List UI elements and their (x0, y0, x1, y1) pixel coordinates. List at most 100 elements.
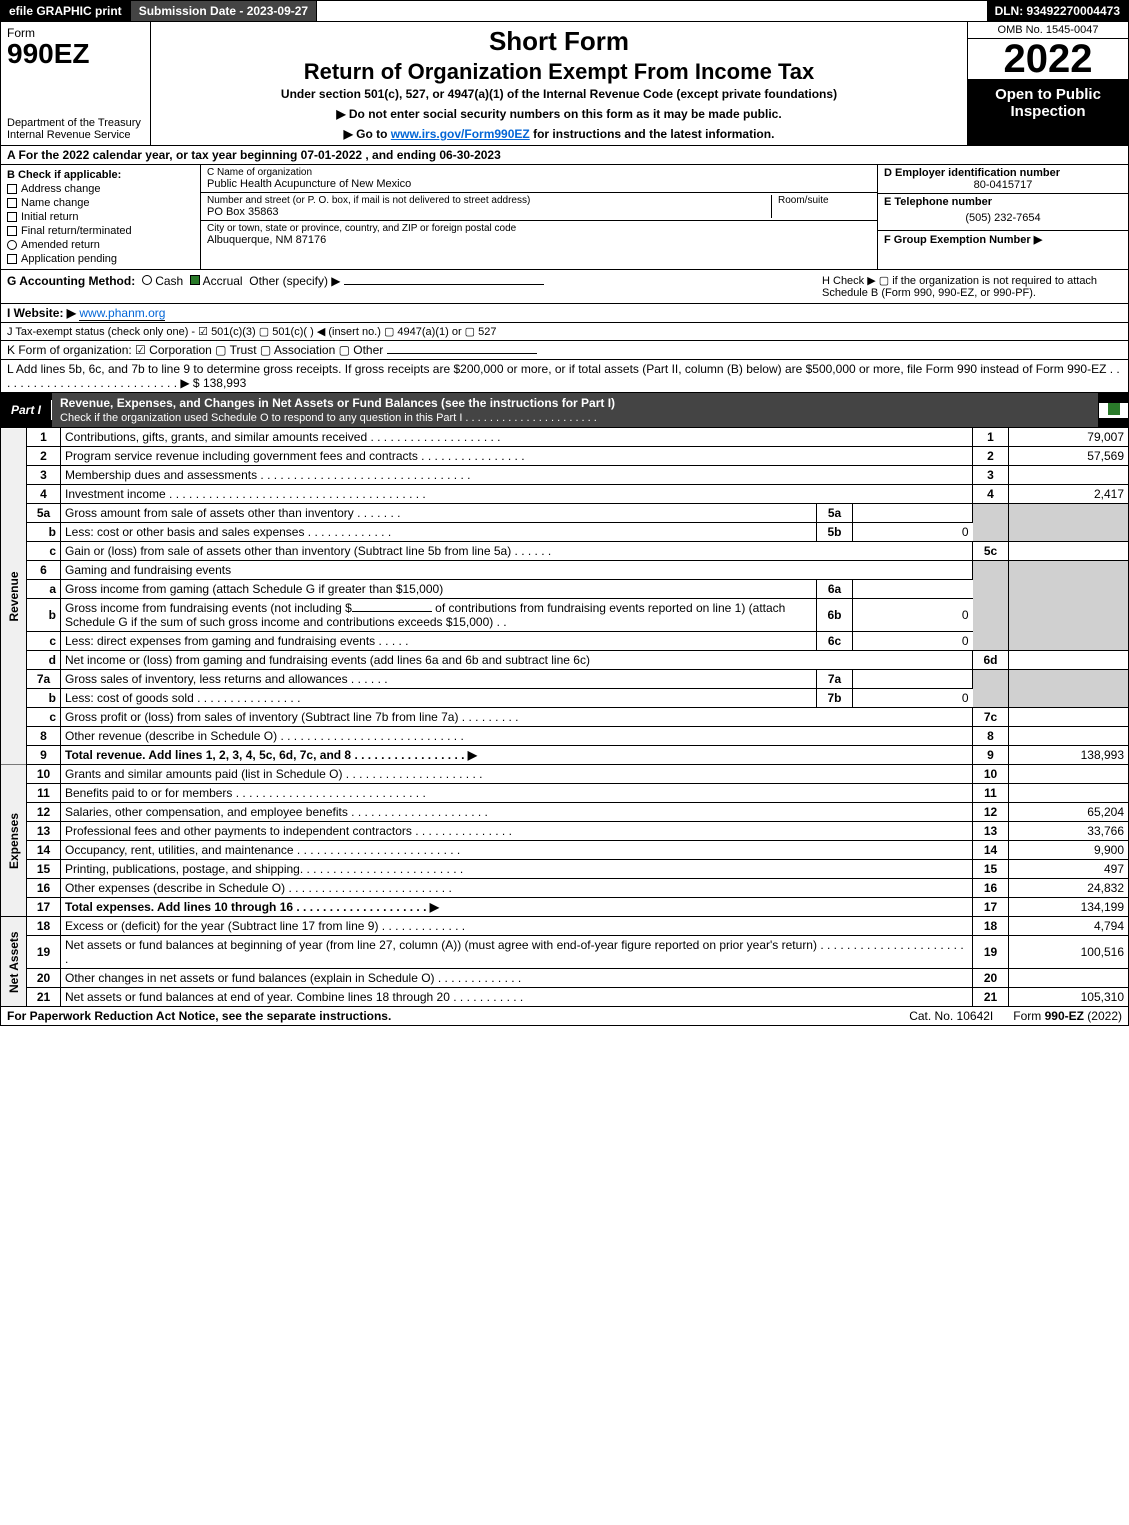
table-row: Expenses 10Grants and similar amounts pa… (1, 765, 1129, 784)
header-block-bcd: B Check if applicable: Address change Na… (0, 165, 1129, 270)
header-center: Short Form Return of Organization Exempt… (151, 22, 968, 145)
table-row: 5aGross amount from sale of assets other… (1, 504, 1129, 523)
table-row: 20Other changes in net assets or fund ba… (1, 969, 1129, 988)
table-row: dNet income or (loss) from gaming and fu… (1, 651, 1129, 670)
city-label: City or town, state or province, country… (207, 223, 871, 234)
city-cell: City or town, state or province, country… (201, 221, 877, 248)
section-l: L Add lines 5b, 6c, and 7b to line 9 to … (0, 360, 1129, 393)
department-label: Department of the Treasury Internal Reve… (7, 117, 144, 141)
section-k: K Form of organization: ☑ Corporation ▢ … (0, 341, 1129, 360)
section-g: G Accounting Method: Cash Accrual Other … (7, 274, 782, 299)
header-right: OMB No. 1545-0047 2022 Open to Public In… (968, 22, 1128, 145)
table-row: 9Total revenue. Add lines 1, 2, 3, 4, 5c… (1, 746, 1129, 765)
chk-name-change[interactable]: Name change (7, 197, 194, 209)
section-gh: G Accounting Method: Cash Accrual Other … (0, 270, 1129, 304)
chk-final-return[interactable]: Final return/terminated (7, 225, 194, 237)
irs-link[interactable]: www.irs.gov/Form990EZ (391, 127, 530, 141)
website-link[interactable]: www.phanm.org (79, 306, 165, 321)
other-specify-field[interactable] (344, 284, 544, 285)
instruction-1: ▶ Do not enter social security numbers o… (157, 107, 961, 121)
form-number: 990EZ (7, 40, 144, 68)
footer-left: For Paperwork Reduction Act Notice, see … (7, 1009, 889, 1023)
table-row: bLess: cost or other basis and sales exp… (1, 523, 1129, 542)
chk-accrual[interactable] (190, 275, 200, 285)
chk-initial-return[interactable]: Initial return (7, 211, 194, 223)
tax-year: 2022 (968, 39, 1128, 80)
instruction-2: ▶ Go to www.irs.gov/Form990EZ for instru… (157, 127, 961, 141)
part-1-checkbox[interactable] (1098, 403, 1128, 418)
header-left: Form 990EZ Department of the Treasury In… (1, 22, 151, 145)
chk-amended-return[interactable]: Amended return (7, 239, 194, 251)
part-1-header: Part I Revenue, Expenses, and Changes in… (0, 393, 1129, 428)
room-label: Room/suite (778, 195, 871, 206)
other-org-field[interactable] (387, 353, 537, 354)
table-row: 8Other revenue (describe in Schedule O) … (1, 727, 1129, 746)
street-value: PO Box 35863 (207, 206, 771, 218)
g-label: G Accounting Method: (7, 274, 135, 288)
table-row: 2Program service revenue including gover… (1, 447, 1129, 466)
footer-right: Form 990-EZ (2022) (1013, 1009, 1122, 1023)
chk-cash[interactable] (142, 275, 152, 285)
subtitle: Under section 501(c), 527, or 4947(a)(1)… (157, 87, 961, 101)
section-def: D Employer identification number 80-0415… (878, 165, 1128, 269)
section-b-label: B Check if applicable: (7, 169, 194, 181)
chk-address-change[interactable]: Address change (7, 183, 194, 195)
table-row: bGross income from fundraising events (n… (1, 599, 1129, 632)
table-row: Revenue 1 Contributions, gifts, grants, … (1, 428, 1129, 447)
ein-value: 80-0415717 (884, 179, 1122, 191)
c-label: C Name of organization (207, 167, 871, 178)
table-row: 15Printing, publications, postage, and s… (1, 860, 1129, 879)
top-bar: efile GRAPHIC print Submission Date - 20… (0, 0, 1129, 22)
part-1-title: Revenue, Expenses, and Changes in Net As… (52, 393, 1098, 427)
i-label: I Website: ▶ (7, 306, 76, 320)
street-row: Number and street (or P. O. box, if mail… (201, 193, 877, 221)
row-a: A For the 2022 calendar year, or tax yea… (0, 146, 1129, 165)
table-row: 12Salaries, other compensation, and empl… (1, 803, 1129, 822)
efile-label: efile GRAPHIC print (1, 1, 131, 21)
phone-value: (505) 232-7654 (884, 208, 1122, 228)
fundraising-amount-field[interactable] (352, 611, 432, 612)
revenue-label: Revenue (1, 428, 27, 765)
table-row: cLess: direct expenses from gaming and f… (1, 632, 1129, 651)
city-value: Albuquerque, NM 87176 (207, 234, 871, 246)
table-row: bLess: cost of goods sold . . . . . . . … (1, 689, 1129, 708)
footer: For Paperwork Reduction Act Notice, see … (0, 1007, 1129, 1026)
expenses-label: Expenses (1, 765, 27, 917)
chk-application-pending[interactable]: Application pending (7, 253, 194, 265)
phone-cell: E Telephone number (505) 232-7654 (878, 194, 1128, 231)
ein-cell: D Employer identification number 80-0415… (878, 165, 1128, 194)
table-row: Net Assets 18Excess or (deficit) for the… (1, 917, 1129, 936)
table-row: 21Net assets or fund balances at end of … (1, 988, 1129, 1007)
short-form-title: Short Form (157, 26, 961, 57)
table-row: 16Other expenses (describe in Schedule O… (1, 879, 1129, 898)
f-label: F Group Exemption Number ▶ (884, 234, 1042, 246)
table-row: aGross income from gaming (attach Schedu… (1, 580, 1129, 599)
group-exemption-cell: F Group Exemption Number ▶ (878, 231, 1128, 248)
org-name-cell: C Name of organization Public Health Acu… (201, 165, 877, 193)
footer-cat: Cat. No. 10642I (889, 1009, 1013, 1023)
d-label: D Employer identification number (884, 167, 1122, 179)
dln-label: DLN: 93492270004473 (987, 1, 1128, 21)
submission-date: Submission Date - 2023-09-27 (131, 1, 317, 21)
form-header: Form 990EZ Department of the Treasury In… (0, 22, 1129, 146)
section-b: B Check if applicable: Address change Na… (1, 165, 201, 269)
section-h: H Check ▶ ▢ if the organization is not r… (822, 274, 1122, 299)
table-row: cGross profit or (loss) from sales of in… (1, 708, 1129, 727)
part-1-tag: Part I (1, 400, 52, 420)
part-1-table: Revenue 1 Contributions, gifts, grants, … (0, 428, 1129, 1007)
table-row: cGain or (loss) from sale of assets othe… (1, 542, 1129, 561)
top-spacer (317, 1, 986, 21)
inst2-pre: ▶ Go to (344, 127, 391, 141)
section-i: I Website: ▶ www.phanm.org (0, 304, 1129, 323)
return-title: Return of Organization Exempt From Incom… (157, 59, 961, 85)
table-row: 14Occupancy, rent, utilities, and mainte… (1, 841, 1129, 860)
table-row: 13Professional fees and other payments t… (1, 822, 1129, 841)
net-assets-label: Net Assets (1, 917, 27, 1007)
table-row: 19Net assets or fund balances at beginni… (1, 936, 1129, 969)
table-row: 6Gaming and fundraising events (1, 561, 1129, 580)
open-to-public: Open to Public Inspection (968, 80, 1128, 145)
table-row: 17Total expenses. Add lines 10 through 1… (1, 898, 1129, 917)
org-name: Public Health Acupuncture of New Mexico (207, 178, 871, 190)
k-text: K Form of organization: ☑ Corporation ▢ … (7, 343, 383, 357)
table-row: 7aGross sales of inventory, less returns… (1, 670, 1129, 689)
